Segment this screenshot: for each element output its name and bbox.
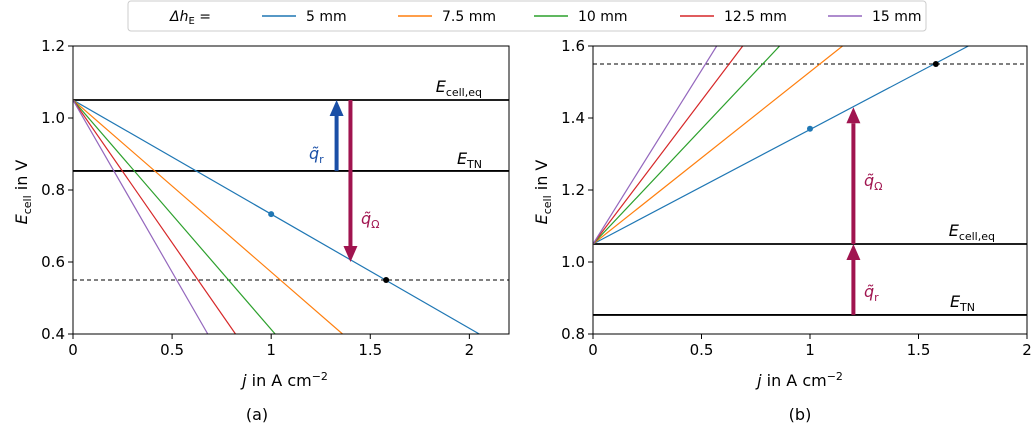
legend-label-4: 15 mm	[872, 9, 922, 25]
panel-a-series-1	[73, 99, 343, 334]
panel-b-xtick-label-0: 0	[588, 341, 598, 359]
legend-label-3: 12.5 mm	[724, 9, 787, 25]
panel-a-frame	[72, 45, 510, 335]
panel-a-arrow-0	[329, 100, 344, 171]
legend-box	[127, 0, 927, 32]
panel-b: 0 0.5 1 1.5 2 0.8 1.0 1.2 1.4 1.6 j in A cm−2 Ece…	[532, 37, 1032, 424]
panel-b-arrow-0	[846, 244, 861, 315]
panel-a-label-qomega: q̃Ω	[361, 209, 380, 231]
panel-b-ytick-label-2: 1.2	[561, 181, 585, 199]
panel-b-label-ecell-eq: Ecell,eq	[949, 221, 995, 243]
panel-a: 0 0.5 1 1.5 2 0.4 0.6 0.8 1.0 1.2 j in A cm−2 Ece…	[12, 37, 510, 424]
panel-b-ytick-label-4: 1.6	[561, 37, 585, 55]
panel-a-xtick-label-1: 0.5	[160, 341, 184, 359]
panel-b-frame	[592, 45, 1028, 335]
panel-b-arrow-1	[846, 107, 861, 244]
panel-a-xtick-label-4: 2	[465, 341, 475, 359]
panel-b-xtick-label-2: 1	[805, 341, 815, 359]
panel-a-label-qr: q̃r	[309, 144, 324, 166]
panel-a-series-4	[73, 99, 209, 334]
panel-b-label-etn: ETN	[950, 292, 975, 314]
panel-a-ytick-label-4: 1.2	[41, 37, 65, 55]
panel-a-ytick-label-2: 0.8	[41, 181, 65, 199]
panel-b-label-qomega: q̃Ω	[864, 171, 883, 193]
panel-a-xtick-label-0: 0	[68, 341, 78, 359]
panel-b-label-qr: q̃r	[864, 282, 879, 304]
panel-b-point-1	[932, 61, 939, 67]
legend-label-2: 10 mm	[578, 9, 628, 25]
panel-b-series-4	[593, 46, 718, 245]
panel-a-xlabel: j in A cm−2	[240, 370, 328, 390]
legend: ΔhE = 5 mm 7.5 mm 10 mm 12.5 mm 15 mm	[127, 0, 927, 32]
panel-a-arrow-1	[343, 100, 358, 262]
panel-a-label-etn: ETN	[457, 149, 482, 171]
panel-a-ytick-label-1: 0.6	[41, 253, 65, 271]
legend-title: ΔhE =	[169, 9, 211, 27]
panel-b-xtick-label-1: 0.5	[690, 341, 714, 359]
panel-b-series-1	[593, 46, 843, 245]
panel-b-ytick-label-0: 0.8	[561, 325, 585, 343]
panel-b-ylabel: Ecell in V	[532, 160, 554, 225]
panel-a-xtick-label-2: 1	[266, 341, 276, 359]
panel-b-xtick-label-4: 2	[1022, 341, 1032, 359]
panel-a-xtick-label-3: 1.5	[358, 341, 382, 359]
panel-b-xlabel: j in A cm−2	[755, 370, 843, 390]
panel-b-xtick-label-3: 1.5	[907, 341, 931, 359]
panel-a-ylabel: Ecell in V	[12, 160, 34, 225]
panel-a-series-2	[73, 99, 276, 334]
legend-label-1: 7.5 mm	[442, 9, 496, 25]
panel-a-point-0	[268, 211, 275, 218]
panel-a-series-0	[73, 99, 480, 334]
panel-b-point-0	[807, 125, 813, 132]
panel-a-caption: (a)	[246, 405, 268, 424]
panel-a-series-3	[73, 99, 237, 334]
panel-b-series-2	[593, 46, 781, 245]
panel-b-ytick-label-1: 1.0	[561, 253, 585, 271]
legend-label-0: 5 mm	[306, 9, 347, 25]
panel-a-ytick-label-0: 0.4	[41, 325, 65, 343]
panel-a-ytick-label-3: 1.0	[41, 109, 65, 127]
panel-a-point-1	[383, 277, 390, 283]
panel-b-series-3	[593, 46, 744, 245]
panel-a-label-ecell-eq: Ecell,eq	[436, 77, 482, 99]
panel-b-series-0	[593, 46, 969, 245]
panel-b-ytick-label-3: 1.4	[561, 109, 585, 127]
panel-b-caption: (b)	[789, 405, 812, 424]
